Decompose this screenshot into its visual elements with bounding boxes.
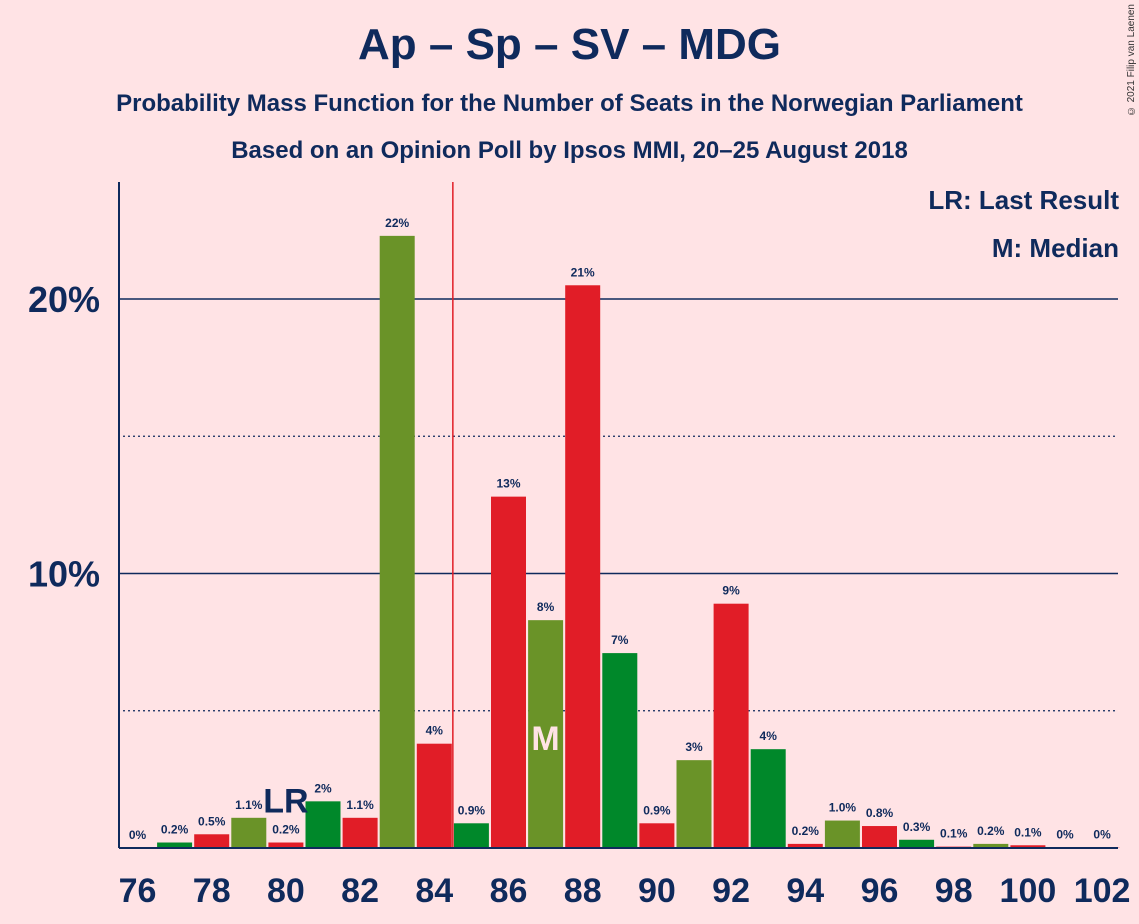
xtick-label: 76 (119, 872, 157, 910)
chart-source: Based on an Opinion Poll by Ipsos MMI, 2… (231, 137, 908, 164)
data-label-82: 1.1% (346, 798, 374, 812)
data-label-80: 0.2% (272, 823, 300, 837)
data-label-77: 0.2% (161, 823, 189, 837)
bar-77 (157, 842, 193, 848)
bar-88 (565, 285, 601, 848)
last-result-marker: LR (263, 783, 308, 821)
data-label-101: 0% (1056, 827, 1074, 841)
bar-82 (342, 817, 378, 848)
data-label-96: 0.8% (866, 806, 894, 820)
ytick-label: 20% (28, 279, 100, 320)
chart-subtitle: Probability Mass Function for the Number… (116, 90, 1023, 117)
data-label-78: 0.5% (198, 814, 226, 828)
data-label-102: 0% (1093, 828, 1111, 842)
bar-84 (416, 743, 452, 848)
chart-title: Ap – Sp – SV – MDG (358, 20, 781, 69)
data-label-81: 2% (314, 781, 332, 795)
data-label-83: 22% (385, 216, 409, 230)
xtick-label: 102 (1074, 872, 1131, 910)
data-label-97: 0.3% (903, 820, 931, 834)
legend-last-result: LR: Last Result (928, 185, 1119, 215)
bar-100 (1010, 845, 1046, 848)
bar-93 (750, 749, 786, 848)
xtick-label: 94 (786, 872, 824, 910)
xtick-label: 98 (935, 872, 973, 910)
bar-90 (639, 823, 675, 848)
data-label-94: 0.2% (792, 824, 820, 838)
data-label-92: 9% (722, 584, 740, 598)
xtick-label: 90 (638, 872, 676, 910)
xtick-label: 92 (712, 872, 750, 910)
ytick-label: 10% (28, 554, 100, 595)
bar-92 (713, 603, 749, 848)
bar-83 (379, 235, 415, 849)
data-label-86: 13% (496, 477, 520, 491)
bar-85 (453, 823, 489, 848)
data-label-98: 0.1% (940, 827, 968, 841)
bar-80 (268, 842, 304, 848)
xtick-label: 84 (415, 872, 453, 910)
data-label-99: 0.2% (977, 824, 1005, 838)
xtick-label: 88 (564, 872, 602, 910)
data-label-84: 4% (426, 724, 444, 738)
xtick-label: 100 (1000, 872, 1057, 910)
data-label-100: 0.1% (1014, 825, 1042, 839)
data-label-87: 8% (537, 600, 555, 614)
bar-95 (824, 820, 860, 848)
xtick-label: 78 (193, 872, 231, 910)
median-marker: M (531, 720, 559, 758)
data-label-88: 21% (571, 265, 595, 279)
bar-89 (602, 653, 638, 848)
data-label-93: 4% (760, 729, 778, 743)
bar-99 (973, 843, 1009, 848)
bar-97 (899, 839, 935, 848)
bar-96 (862, 826, 897, 848)
bar-81 (305, 801, 341, 848)
bar-87 (528, 620, 564, 848)
bar-91 (676, 760, 712, 848)
data-label-95: 1.0% (829, 801, 857, 815)
bar-78 (194, 834, 230, 848)
data-label-90: 0.9% (643, 803, 671, 817)
legend-median: M: Median (991, 233, 1119, 263)
xtick-label: 86 (490, 872, 528, 910)
data-label-89: 7% (611, 633, 629, 647)
bar-86 (491, 496, 526, 848)
xtick-label: 96 (861, 872, 899, 910)
xtick-label: 80 (267, 872, 305, 910)
data-label-79: 1.1% (235, 798, 263, 812)
bar-94 (787, 843, 823, 848)
bar-79 (231, 817, 267, 848)
xtick-label: 82 (341, 872, 379, 910)
data-label-91: 3% (685, 740, 703, 754)
data-label-85: 0.9% (458, 803, 486, 817)
data-label-76: 0% (129, 828, 147, 842)
